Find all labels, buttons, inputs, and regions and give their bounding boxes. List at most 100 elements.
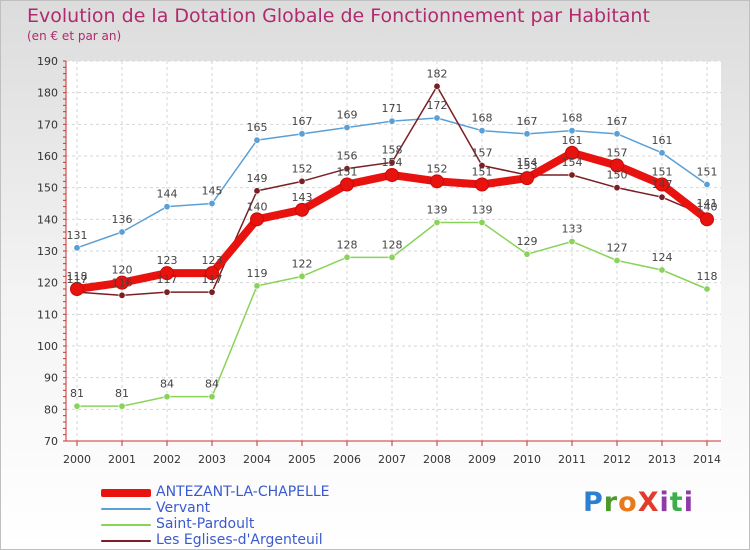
data-label: 81 xyxy=(115,387,129,400)
axis-layer: 70 80 90 100 110 120 130 140 150 160 170 180 190 2000… xyxy=(37,55,721,466)
data-label: 139 xyxy=(427,204,448,217)
data-point xyxy=(163,288,171,296)
data-label: 156 xyxy=(337,150,358,163)
data-label: 117 xyxy=(157,273,178,286)
data-point xyxy=(343,124,351,132)
data-label: 151 xyxy=(652,166,673,179)
data-point xyxy=(388,117,396,125)
legend-swatch xyxy=(101,540,151,542)
chart-subtitle: (en € et par an) xyxy=(27,29,122,43)
data-point xyxy=(523,250,531,258)
data-point xyxy=(115,275,129,290)
data-point xyxy=(658,266,666,274)
data-point xyxy=(160,266,174,281)
data-label: 169 xyxy=(337,109,358,122)
data-point xyxy=(565,145,579,160)
x-tick-label: 2006 xyxy=(333,453,361,466)
data-label: 124 xyxy=(652,251,673,264)
x-tick-label: 2005 xyxy=(288,453,316,466)
x-tick-label: 2012 xyxy=(603,453,631,466)
data-label: 157 xyxy=(472,147,493,160)
data-point xyxy=(433,82,441,90)
data-label: 84 xyxy=(160,378,174,391)
data-point xyxy=(523,130,531,138)
x-tick-label: 2007 xyxy=(378,453,406,466)
data-point xyxy=(610,158,624,173)
data-label: 117 xyxy=(202,273,223,286)
data-point xyxy=(433,219,441,227)
grid-layer xyxy=(66,60,721,442)
data-point xyxy=(568,127,576,135)
y-tick-label: 170 xyxy=(37,118,58,131)
data-point xyxy=(658,149,666,157)
data-label: 118 xyxy=(697,270,718,283)
data-label: 161 xyxy=(562,134,583,147)
data-label: 141 xyxy=(697,197,718,210)
data-label: 151 xyxy=(472,166,493,179)
data-point xyxy=(118,228,126,236)
y-tick-label: 100 xyxy=(37,340,58,353)
data-label: 151 xyxy=(337,166,358,179)
data-label: 81 xyxy=(70,387,84,400)
data-point xyxy=(703,285,711,293)
data-label: 123 xyxy=(157,254,178,267)
data-point xyxy=(118,402,126,410)
data-point xyxy=(343,253,351,261)
data-point xyxy=(253,136,261,144)
data-point xyxy=(613,256,621,264)
data-point xyxy=(70,282,84,296)
x-tick-label: 2011 xyxy=(558,453,586,466)
x-tick-label: 2009 xyxy=(468,453,496,466)
data-point xyxy=(658,193,666,201)
data-point xyxy=(163,203,171,211)
data-label: 158 xyxy=(382,143,403,156)
data-label: 172 xyxy=(427,99,448,112)
data-point xyxy=(340,177,354,192)
data-point xyxy=(163,393,171,401)
data-point xyxy=(613,130,621,138)
data-point xyxy=(208,288,216,296)
data-point xyxy=(205,266,219,281)
data-label: 140 xyxy=(697,200,718,213)
data-label: 150 xyxy=(607,169,628,182)
data-point xyxy=(73,244,81,252)
data-point xyxy=(250,212,264,227)
data-label: 133 xyxy=(562,223,583,236)
y-tick-label: 160 xyxy=(37,150,58,163)
data-label: 168 xyxy=(562,112,583,125)
data-label: 167 xyxy=(292,115,313,128)
data-label: 118 xyxy=(67,270,88,283)
data-label: 144 xyxy=(157,188,178,201)
data-point xyxy=(388,158,396,166)
data-point xyxy=(298,177,306,185)
legend-label: Vervant xyxy=(156,500,211,516)
data-label: 119 xyxy=(247,267,268,280)
data-label: 161 xyxy=(652,134,673,147)
y-tick-label: 130 xyxy=(37,245,58,258)
data-label: 128 xyxy=(337,238,358,251)
x-tick-label: 2008 xyxy=(423,453,451,466)
data-point xyxy=(568,171,576,179)
data-label: 153 xyxy=(517,159,538,172)
x-tick-label: 2003 xyxy=(198,453,226,466)
data-point xyxy=(298,272,306,280)
x-tick-label: 2010 xyxy=(513,453,541,466)
legend-label: ANTEZANT-LA-CHAPELLE xyxy=(156,484,330,500)
data-point xyxy=(298,130,306,138)
data-label: 127 xyxy=(607,242,628,255)
data-label: 151 xyxy=(697,166,718,179)
data-point xyxy=(73,402,81,410)
data-point xyxy=(208,393,216,401)
data-label: 149 xyxy=(247,172,268,185)
data-label: 157 xyxy=(607,147,628,160)
data-point xyxy=(433,114,441,122)
y-tick-label: 90 xyxy=(44,372,58,385)
y-tick-label: 190 xyxy=(37,55,58,68)
data-label: 154 xyxy=(382,156,403,169)
data-point xyxy=(385,168,399,182)
legend-swatch xyxy=(101,524,151,526)
y-tick-label: 140 xyxy=(37,213,58,226)
x-tick-label: 2013 xyxy=(648,453,676,466)
data-label: 167 xyxy=(607,115,628,128)
